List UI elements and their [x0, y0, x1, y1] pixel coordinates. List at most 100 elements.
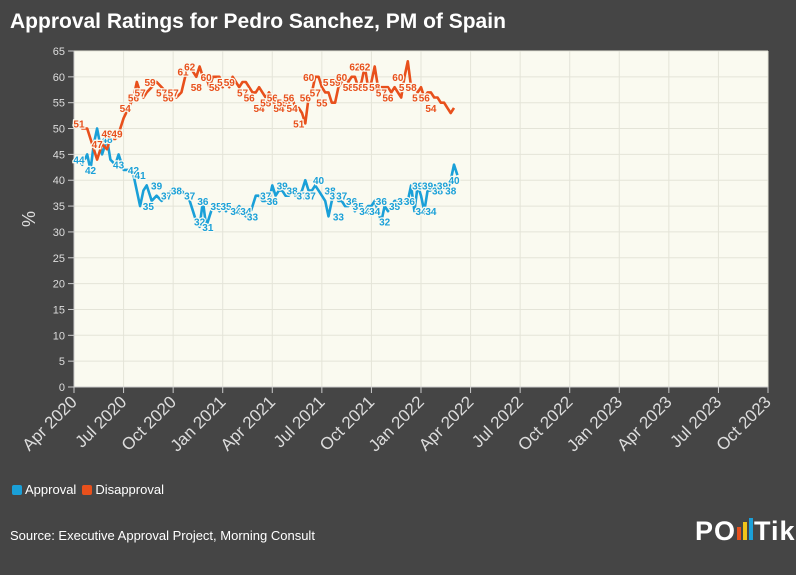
chart-title: Approval Ratings for Pedro Sanchez, PM o…	[10, 10, 506, 33]
disapproval-data-label: 57	[156, 88, 168, 99]
legend-item-disapproval[interactable]: Disapproval	[82, 482, 164, 497]
legend: Approval Disapproval	[12, 482, 164, 497]
approval-data-label: 35	[143, 202, 155, 213]
approval-data-label: 37	[330, 192, 342, 203]
disapproval-data-label: 58	[363, 83, 375, 94]
y-tick-label: 5	[59, 356, 65, 368]
disapproval-data-label: 58	[343, 83, 355, 94]
disapproval-data-label: 60	[392, 73, 404, 84]
disapproval-data-label: 57	[310, 88, 322, 99]
disapproval-data-label: 56	[128, 94, 140, 105]
disapproval-data-label: 56	[382, 94, 394, 105]
disapproval-data-label: 59	[330, 78, 342, 89]
disapproval-data-label: 59	[217, 78, 229, 89]
approval-data-label: 42	[85, 166, 97, 177]
y-tick-label: 10	[53, 330, 65, 342]
approval-data-label: 41	[135, 171, 147, 182]
disapproval-data-label: 58	[369, 83, 381, 94]
logo-bars-icon	[737, 518, 754, 540]
approval-data-label: 39	[422, 181, 434, 192]
disapproval-data-label: 54	[120, 104, 132, 115]
disapproval-data-label: 62	[359, 63, 371, 74]
approval-data-label: 33	[333, 212, 345, 223]
logo-prefix: PO	[695, 516, 737, 546]
disapproval-data-label: 56	[267, 94, 279, 105]
y-tick-label: 35	[53, 201, 65, 213]
disapproval-data-label: 62	[184, 63, 196, 74]
logo-suffix: Tik	[754, 516, 796, 546]
approval-data-label: 32	[379, 218, 391, 229]
disapproval-data-label: 59	[224, 78, 236, 89]
politik-logo: PO Tik	[695, 516, 796, 547]
approval-data-label: 39	[151, 181, 163, 192]
source-note: Source: Executive Approval Project, Morn…	[10, 528, 315, 543]
disapproval-swatch-icon	[82, 484, 93, 495]
disapproval-data-label: 60	[336, 73, 348, 84]
approval-series-line	[77, 127, 459, 229]
disapproval-data-label: 56	[412, 94, 424, 105]
y-tick-label: 55	[53, 98, 65, 110]
approval-data-label: 39	[437, 181, 449, 192]
approval-data-label: 37	[161, 192, 173, 203]
disapproval-data-label: 54	[287, 104, 299, 115]
approval-data-label: 31	[202, 223, 214, 234]
disapproval-data-label: 54	[273, 104, 285, 115]
y-tick-label: 30	[53, 227, 65, 239]
approval-data-label: 38	[432, 187, 444, 198]
disapproval-data-label: 51	[73, 119, 85, 130]
disapproval-data-label: 61	[177, 68, 189, 79]
disapproval-data-label: 58	[406, 83, 418, 94]
approval-data-label: 34	[425, 207, 437, 218]
approval-data-label: 37	[296, 192, 308, 203]
legend-item-approval[interactable]: Approval	[12, 482, 76, 497]
approval-data-label: 34	[230, 207, 242, 218]
y-tick-label: 50	[53, 124, 65, 136]
disapproval-data-label: 49	[101, 130, 113, 141]
disapproval-data-label: 55	[260, 99, 272, 110]
legend-label-approval: Approval	[25, 482, 77, 497]
approval-data-label: 36	[267, 197, 279, 208]
disapproval-data-label: 57	[237, 88, 249, 99]
approval-data-label: 36	[404, 197, 416, 208]
y-tick-label: 60	[53, 72, 65, 84]
approval-swatch-icon	[12, 484, 22, 495]
approval-data-label: 43	[113, 161, 125, 172]
approval-data-label: 40	[313, 176, 325, 187]
y-tick-label: 0	[59, 382, 65, 394]
y-tick-label: 45	[53, 149, 65, 161]
disapproval-data-label: 59	[323, 78, 335, 89]
x-tick-label: Apr 2020	[19, 392, 81, 454]
x-tick-label: Jan 2022	[365, 392, 428, 455]
approval-data-label: 36	[346, 197, 358, 208]
y-tick-label: 15	[53, 304, 65, 316]
disapproval-data-label: 55	[316, 99, 328, 110]
approval-data-label: 39	[277, 181, 289, 192]
approval-data-label: 38	[325, 187, 337, 198]
x-tick-label: Jan 2023	[563, 392, 626, 455]
disapproval-data-label: 57	[376, 88, 388, 99]
disapproval-data-label: 56	[283, 94, 295, 105]
disapproval-data-label: 56	[419, 94, 431, 105]
y-tick-label: 20	[53, 279, 65, 291]
approval-data-label: 39	[412, 181, 424, 192]
disapproval-data-label: 58	[399, 83, 411, 94]
y-tick-label: 25	[53, 253, 65, 265]
approval-data-label: 37	[336, 192, 348, 203]
x-tick-label: Apr 2023	[613, 392, 675, 454]
disapproval-data-label: 58	[191, 83, 203, 94]
disapproval-data-label: 54	[425, 104, 437, 115]
disapproval-data-label: 47	[92, 140, 104, 151]
disapproval-data-label: 59	[144, 78, 156, 89]
approval-data-label: 34	[415, 207, 427, 218]
approval-data-label: 47	[92, 140, 104, 151]
approval-data-label: 48	[101, 135, 113, 146]
disapproval-data-label: 49	[111, 130, 123, 141]
disapproval-data-label: 62	[349, 63, 361, 74]
legend-label-disapproval: Disapproval	[95, 482, 164, 497]
approval-data-label: 35	[211, 202, 223, 213]
disapproval-data-label: 58	[353, 83, 365, 94]
approval-data-label: 42	[128, 166, 140, 177]
y-tick-label: 40	[53, 175, 65, 187]
approval-data-label: 34	[240, 207, 252, 218]
